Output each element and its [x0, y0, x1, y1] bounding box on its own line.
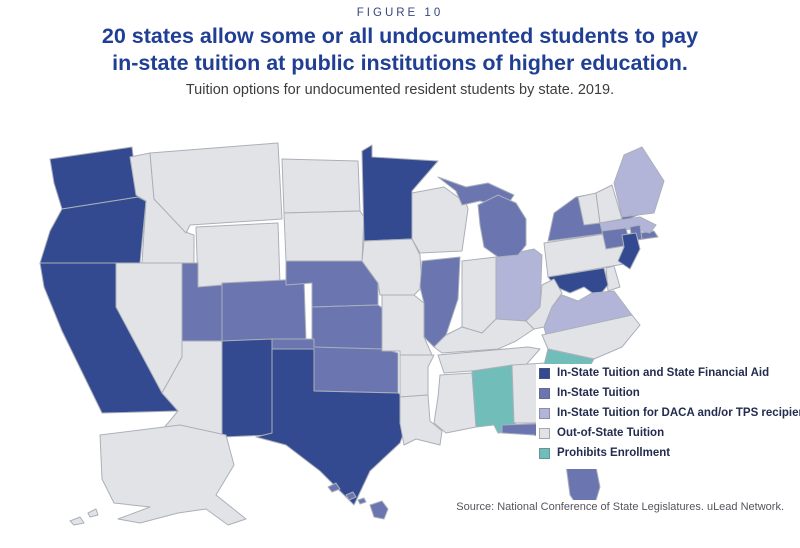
- legend-item: Out-of-State Tuition: [539, 427, 800, 440]
- state-ak: [99, 424, 247, 526]
- state-nd: [281, 158, 361, 214]
- state-nh: [595, 184, 623, 224]
- figure-title-line1: 20 states allow some or all undocumented…: [101, 24, 699, 48]
- state-sd: [283, 210, 365, 262]
- state-ms: [433, 372, 477, 434]
- state-ak-aleutian-1: [69, 516, 85, 526]
- state-me: [613, 146, 665, 218]
- legend-item: In-State Tuition for DACA and/or TPS rec…: [539, 407, 800, 420]
- state-hi-oahu: [345, 491, 357, 501]
- legend-item: In-State Tuition and State Financial Aid: [539, 367, 800, 380]
- state-ks: [311, 304, 385, 354]
- figure-header: FIGURE 10 20 states allow some or all un…: [0, 0, 800, 98]
- state-hi-kauai: [327, 482, 341, 493]
- us-map-svg: [39, 142, 665, 526]
- state-ak-aleutian-2: [87, 508, 99, 518]
- state-hi-maui: [357, 497, 367, 505]
- state-hi-big-island: [369, 500, 389, 520]
- figure-title: 20 states allow some or all undocumented…: [0, 23, 800, 77]
- legend-label: Out-of-State Tuition: [557, 427, 665, 439]
- legend-swatch-instate: [539, 387, 550, 399]
- us-choropleth-map: [0, 112, 800, 548]
- state-or: [39, 196, 147, 264]
- state-oh: [495, 248, 543, 322]
- state-mt: [149, 142, 283, 234]
- legend-swatch-out-of-state: [539, 427, 550, 439]
- legend-item: In-State Tuition: [539, 387, 800, 400]
- legend-label: Prohibits Enrollment: [557, 447, 671, 459]
- state-de: [605, 265, 621, 292]
- legend-swatch-daca-tps: [539, 407, 550, 419]
- state-la: [399, 394, 443, 446]
- figure-subtitle: Tuition options for undocumented residen…: [185, 82, 615, 98]
- legend-label: In-State Tuition for DACA and/or TPS rec…: [557, 407, 800, 419]
- figure-label: FIGURE 10: [356, 7, 444, 19]
- state-mi-lower: [477, 194, 527, 258]
- legend-swatch-instate-aid: [539, 367, 550, 379]
- state-ar: [399, 354, 435, 398]
- figure-title-line2: in-state tuition at public institutions …: [112, 51, 688, 75]
- state-wy: [195, 222, 281, 288]
- state-co: [221, 278, 307, 344]
- state-tx: [255, 348, 409, 506]
- map-legend: In-State Tuition and State Financial Aid…: [536, 364, 800, 469]
- legend-item: Prohibits Enrollment: [539, 447, 800, 460]
- source-text: Source: National Conference of State Leg…: [454, 500, 786, 514]
- legend-label: In-State Tuition: [557, 387, 640, 399]
- state-in: [461, 256, 497, 334]
- state-nm: [221, 338, 273, 438]
- legend-swatch-prohibits: [539, 447, 550, 459]
- state-wv: [525, 278, 563, 330]
- legend-label: In-State Tuition and State Financial Aid: [557, 367, 770, 379]
- state-nj: [617, 232, 641, 270]
